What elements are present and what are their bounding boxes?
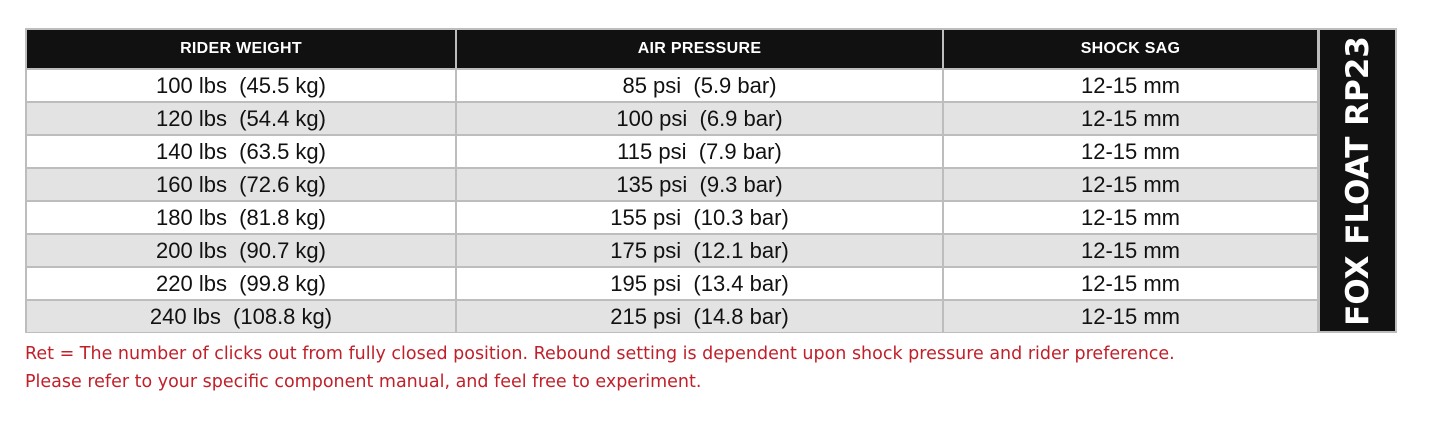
product-name: FOX FLOAT RP23 <box>1339 35 1376 326</box>
table-body: 100 lbs (45.5 kg) 85 psi (5.9 bar) 12-15 m… <box>27 68 1317 332</box>
shock-sag-table-wrap: RIDER WEIGHT AIR PRESSURE SHOCK SAG 100 … <box>27 30 1317 332</box>
header-air-pressure: AIR PRESSURE <box>457 30 944 68</box>
cell-shock-sag: 12-15 mm <box>944 134 1317 167</box>
cell-rider-weight: 120 lbs (54.4 kg) <box>27 101 457 134</box>
cell-air-pressure: 100 psi (6.9 bar) <box>457 101 944 134</box>
footnote-line-1: Ret = The number of clicks out from full… <box>25 344 1175 364</box>
cell-air-pressure: 135 psi (9.3 bar) <box>457 167 944 200</box>
cell-air-pressure: 195 psi (13.4 bar) <box>457 266 944 299</box>
table-row: 160 lbs (72.6 kg) 135 psi (9.3 bar) 12-15 … <box>27 167 1317 200</box>
product-side-label: FOX FLOAT RP23 <box>1320 30 1395 331</box>
table-row: 120 lbs (54.4 kg) 100 psi (6.9 bar) 12-15 … <box>27 101 1317 134</box>
cell-shock-sag: 12-15 mm <box>944 200 1317 233</box>
table-row: 140 lbs (63.5 kg) 115 psi (7.9 bar) 12-15 … <box>27 134 1317 167</box>
table-row: 200 lbs (90.7 kg) 175 psi (12.1 bar) 12-15… <box>27 233 1317 266</box>
footnotes: Ret = The number of clicks out from full… <box>25 340 1175 396</box>
cell-air-pressure: 85 psi (5.9 bar) <box>457 68 944 101</box>
table-row: 100 lbs (45.5 kg) 85 psi (5.9 bar) 12-15 m… <box>27 68 1317 101</box>
header-rider-weight: RIDER WEIGHT <box>27 30 457 68</box>
table-row: 180 lbs (81.8 kg) 155 psi (10.3 bar) 12-15… <box>27 200 1317 233</box>
shock-sag-table: RIDER WEIGHT AIR PRESSURE SHOCK SAG 100 … <box>27 30 1317 332</box>
header-shock-sag: SHOCK SAG <box>944 30 1317 68</box>
footnote-line-2: Please refer to your specific component … <box>25 372 702 392</box>
cell-rider-weight: 200 lbs (90.7 kg) <box>27 233 457 266</box>
cell-air-pressure: 215 psi (14.8 bar) <box>457 299 944 332</box>
cell-shock-sag: 12-15 mm <box>944 167 1317 200</box>
cell-shock-sag: 12-15 mm <box>944 101 1317 134</box>
cell-air-pressure: 175 psi (12.1 bar) <box>457 233 944 266</box>
cell-rider-weight: 220 lbs (99.8 kg) <box>27 266 457 299</box>
table-row: 220 lbs (99.8 kg) 195 psi (13.4 bar) 12-15… <box>27 266 1317 299</box>
cell-shock-sag: 12-15 mm <box>944 233 1317 266</box>
cell-rider-weight: 140 lbs (63.5 kg) <box>27 134 457 167</box>
cell-air-pressure: 115 psi (7.9 bar) <box>457 134 944 167</box>
cell-air-pressure: 155 psi (10.3 bar) <box>457 200 944 233</box>
cell-shock-sag: 12-15 mm <box>944 299 1317 332</box>
table-row: 240 lbs (108.8 kg) 215 psi (14.8 bar) 12-1… <box>27 299 1317 332</box>
cell-shock-sag: 12-15 mm <box>944 68 1317 101</box>
cell-rider-weight: 240 lbs (108.8 kg) <box>27 299 457 332</box>
cell-shock-sag: 12-15 mm <box>944 266 1317 299</box>
cell-rider-weight: 160 lbs (72.6 kg) <box>27 167 457 200</box>
cell-rider-weight: 100 lbs (45.5 kg) <box>27 68 457 101</box>
table-header-row: RIDER WEIGHT AIR PRESSURE SHOCK SAG <box>27 30 1317 68</box>
cell-rider-weight: 180 lbs (81.8 kg) <box>27 200 457 233</box>
